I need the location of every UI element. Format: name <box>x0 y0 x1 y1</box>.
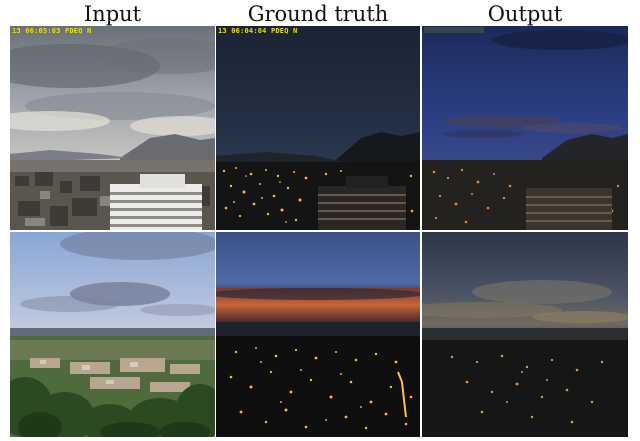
row1-input-timestamp: 13 06:05:03 PDEQ N <box>12 27 92 35</box>
row2-input-image <box>10 232 215 437</box>
row2-output-image <box>422 232 628 437</box>
row1-ground-truth-timestamp: 13 06:04:04 PDEQ N <box>218 27 298 35</box>
row1-input-image: 13 06:05:03 PDEQ N <box>10 26 215 230</box>
header-ground-truth: Ground truth <box>247 2 389 26</box>
header-input: Input <box>83 2 142 26</box>
row2-ground-truth-image <box>216 232 420 437</box>
row1-ground-truth-image: 13 06:04:04 PDEQ N <box>216 26 420 230</box>
row1-output-image <box>422 26 628 230</box>
header-output: Output <box>487 2 563 26</box>
